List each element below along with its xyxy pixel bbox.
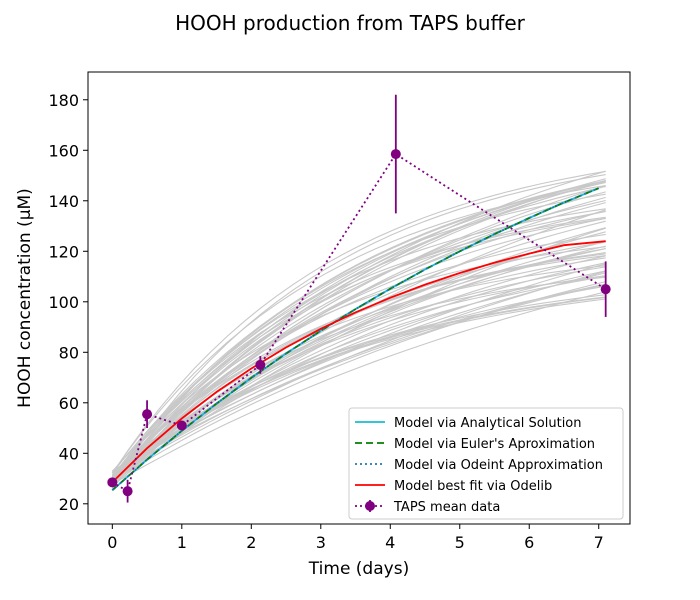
legend-label: Model via Euler's Aproximation [394, 437, 595, 452]
legend-label: TAPS mean data [393, 500, 500, 515]
x-tick-label: 3 [316, 533, 326, 552]
series-line-model-best-fit-via-odelib [111, 240, 606, 483]
ensemble-curve [111, 174, 606, 486]
x-tick-label: 0 [107, 533, 117, 552]
ensemble-curve [111, 199, 606, 480]
y-tick-label: 60 [59, 394, 79, 413]
ensemble-curve [111, 196, 606, 483]
x-tick-label: 4 [385, 533, 395, 552]
legend-label: Model via Analytical Solution [394, 416, 582, 431]
ensemble-curve [112, 284, 606, 473]
x-tick-label: 1 [177, 533, 187, 552]
ensemble-curve [111, 296, 606, 474]
model-ensemble-curves [111, 170, 606, 489]
ensemble-curve [111, 180, 606, 474]
series-line-model-via-odeint-approximation [111, 187, 600, 491]
ensemble-curve [111, 275, 606, 482]
ensemble-curve [111, 181, 606, 489]
ensemble-curve [111, 246, 606, 476]
y-tick-label: 80 [59, 343, 79, 362]
y-axis-label: HOOH concentration (µM) [15, 188, 35, 408]
data-point [122, 486, 133, 497]
ensemble-curve [111, 185, 606, 477]
y-tick-label: 20 [59, 495, 79, 514]
legend-box [348, 407, 624, 520]
y-axis-ticks: 20 40 60 80 100 120 140 160 180 [48, 91, 88, 514]
data-point [142, 409, 153, 420]
series-line-model-via-euler-s-aproximation [111, 187, 600, 491]
y-tick-label: 180 [48, 91, 79, 110]
data-point [390, 149, 401, 160]
chart-title: HOOH production from TAPS buffer [175, 11, 525, 35]
y-tick-label: 140 [48, 192, 79, 211]
ensemble-curve [111, 210, 606, 481]
legend-label: Model via Odeint Approximation [394, 458, 603, 473]
y-tick-label: 160 [48, 141, 79, 160]
ensemble-curve [112, 291, 606, 485]
ensemble-curve [111, 193, 606, 488]
legend-label: Model best fit via Odelib [394, 479, 552, 494]
x-tick-label: 7 [594, 533, 604, 552]
legend: Model via Analytical Solution Model via E… [348, 407, 624, 520]
ensemble-curve [111, 170, 606, 472]
ensemble-curve [111, 170, 606, 474]
ensemble-curve [111, 179, 606, 478]
plot-lines [107, 94, 611, 503]
plot-frame [87, 71, 631, 525]
x-tick-label: 2 [246, 533, 256, 552]
data-point [255, 359, 266, 370]
x-axis-ticks: 0 1 2 3 4 5 6 7 [107, 524, 604, 552]
y-tick-label: 120 [48, 242, 79, 261]
x-axis-label: Time (days) [308, 559, 409, 579]
data-point [107, 477, 118, 488]
y-tick-label: 40 [59, 444, 79, 463]
y-tick-label: 100 [48, 293, 79, 312]
data-point [176, 420, 187, 431]
ensemble-curve [111, 209, 606, 476]
legend-marker [365, 501, 375, 511]
ensemble-curve [112, 283, 606, 478]
x-tick-label: 5 [455, 533, 465, 552]
data-point [600, 284, 611, 295]
x-tick-label: 6 [524, 533, 534, 552]
